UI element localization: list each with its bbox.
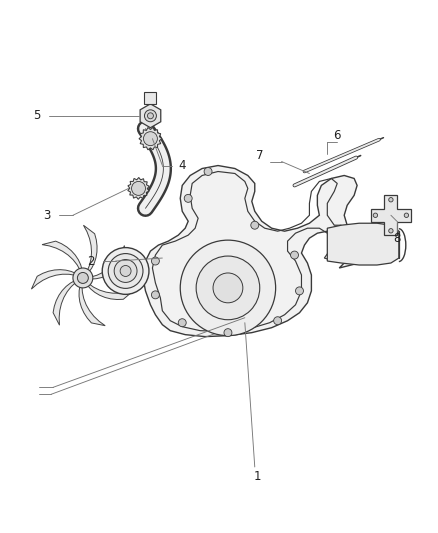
- Circle shape: [152, 257, 159, 265]
- Circle shape: [204, 167, 212, 175]
- Text: 3: 3: [43, 209, 51, 222]
- Circle shape: [108, 254, 143, 288]
- Circle shape: [73, 268, 93, 288]
- Circle shape: [184, 195, 192, 203]
- Circle shape: [196, 256, 260, 320]
- Circle shape: [152, 291, 159, 299]
- Circle shape: [148, 113, 153, 119]
- Polygon shape: [139, 127, 162, 150]
- Circle shape: [373, 213, 378, 217]
- Circle shape: [178, 319, 186, 327]
- Circle shape: [131, 181, 145, 196]
- Polygon shape: [53, 280, 76, 325]
- Circle shape: [114, 260, 137, 282]
- Polygon shape: [84, 225, 97, 272]
- Text: 4: 4: [178, 159, 186, 172]
- Circle shape: [290, 251, 298, 259]
- Polygon shape: [327, 223, 399, 265]
- Circle shape: [404, 213, 409, 217]
- Text: 7: 7: [256, 149, 264, 162]
- Text: 1: 1: [254, 471, 261, 483]
- Circle shape: [145, 110, 156, 122]
- Text: 2: 2: [87, 255, 95, 268]
- Circle shape: [213, 273, 243, 303]
- Circle shape: [144, 132, 157, 146]
- Polygon shape: [79, 285, 105, 326]
- Circle shape: [224, 329, 232, 337]
- Text: 6: 6: [333, 129, 341, 142]
- Text: 5: 5: [33, 109, 41, 122]
- Circle shape: [274, 317, 282, 325]
- Polygon shape: [145, 92, 156, 104]
- Circle shape: [120, 265, 131, 277]
- Polygon shape: [128, 177, 149, 199]
- Circle shape: [102, 248, 149, 294]
- Polygon shape: [140, 104, 161, 128]
- Polygon shape: [371, 196, 411, 235]
- Circle shape: [389, 229, 393, 233]
- Circle shape: [78, 272, 88, 284]
- Polygon shape: [87, 284, 134, 300]
- Text: 8: 8: [393, 232, 401, 245]
- Circle shape: [251, 221, 259, 229]
- Circle shape: [180, 240, 276, 336]
- Polygon shape: [42, 241, 82, 270]
- Polygon shape: [142, 166, 397, 337]
- Polygon shape: [91, 246, 125, 279]
- Polygon shape: [32, 270, 76, 289]
- Circle shape: [296, 287, 304, 295]
- Circle shape: [389, 198, 393, 202]
